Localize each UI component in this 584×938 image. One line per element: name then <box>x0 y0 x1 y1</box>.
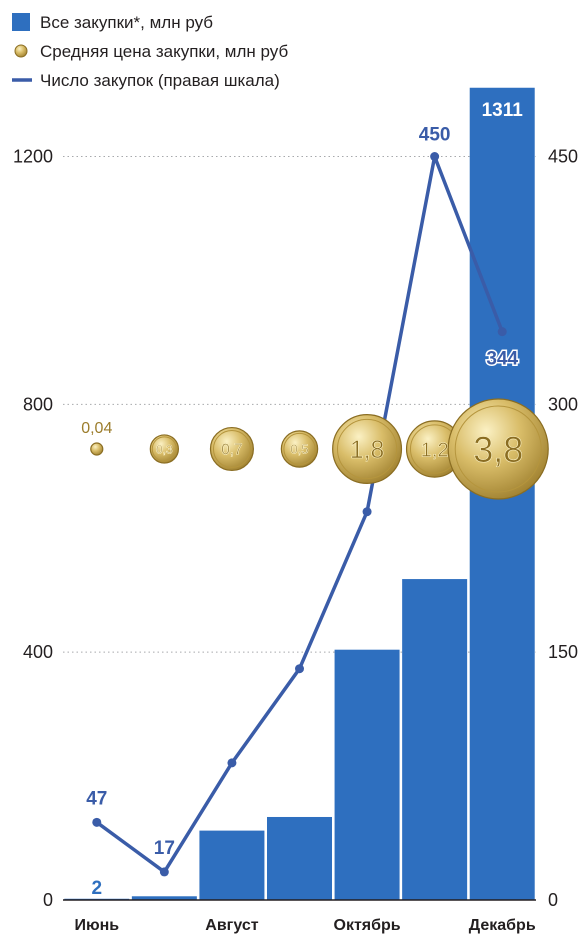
count-point <box>362 507 372 517</box>
coin-rim <box>454 405 542 493</box>
x-tick-label: Октябрь <box>334 917 401 934</box>
legend-label: Все закупки*, млн руб <box>40 13 213 32</box>
legend-swatch-bars <box>12 13 30 31</box>
bar <box>402 579 468 900</box>
coin-value-label: 1,8 <box>350 437 384 464</box>
x-tick-label: Август <box>205 917 258 934</box>
x-tick-label: Июнь <box>74 917 119 934</box>
coin <box>209 426 254 472</box>
bar <box>131 896 197 900</box>
coin <box>280 430 319 468</box>
bar <box>267 816 332 900</box>
coin-value-label: 0,7 <box>221 442 242 459</box>
coin-rim <box>336 418 398 480</box>
bar-value-label: 1311 <box>482 100 524 121</box>
coin-value-label: 0,3 <box>156 442 173 456</box>
bar <box>199 830 265 900</box>
right-tick-label: 450 <box>548 147 578 167</box>
right-tick-label: 0 <box>548 890 558 910</box>
count-value-label: 47 <box>86 788 107 809</box>
axes: 0 400 800 1200 0 150 300 450 Июнь Август Октябрь Де… <box>13 147 578 934</box>
legend: Все закупки*, млн руб Средняя цена закупк… <box>12 13 288 90</box>
left-tick-label: 1200 <box>13 147 53 167</box>
right-tick-label: 300 <box>548 394 578 414</box>
bar-value-label: 2 <box>91 878 102 899</box>
left-tick-label: 400 <box>23 642 53 662</box>
legend-label: Число закупок (правая шкала) <box>40 71 280 90</box>
legend-swatch-coin <box>14 44 28 58</box>
count-line-series: 47 17 450 344 <box>86 125 520 877</box>
coin <box>149 434 180 464</box>
left-tick-label: 800 <box>23 394 53 414</box>
coin-rim <box>151 436 177 462</box>
coin-value-label: 1,2 <box>421 439 449 461</box>
count-point <box>430 152 440 162</box>
right-tick-label: 150 <box>548 642 578 662</box>
coin-value-label: 0,04 <box>81 420 112 437</box>
coin <box>332 413 403 485</box>
count-point <box>159 867 169 877</box>
count-value-label: 344 <box>486 349 518 370</box>
bar <box>334 649 400 900</box>
count-point <box>227 758 237 768</box>
coin-rim <box>212 430 251 468</box>
coin <box>447 398 549 500</box>
count-value-label: 450 <box>419 125 451 146</box>
coin-value-label: 3,8 <box>473 429 523 470</box>
coin-rim <box>283 432 316 466</box>
bars-series: 2 1311 <box>64 87 535 900</box>
coin <box>90 442 104 456</box>
left-tick-label: 0 <box>43 890 53 910</box>
count-value-label: 17 <box>154 838 175 859</box>
coin-value-label: 0,5 <box>290 442 308 457</box>
x-tick-label: Декабрь <box>469 917 536 934</box>
legend-label: Средняя цена закупки, млн руб <box>40 42 288 61</box>
count-point <box>92 817 102 827</box>
count-point <box>497 327 507 337</box>
coins-series: 0,04 0,3 0,7 0,5 1,8 1,2 3,8 <box>81 398 549 500</box>
count-point <box>295 664 304 674</box>
